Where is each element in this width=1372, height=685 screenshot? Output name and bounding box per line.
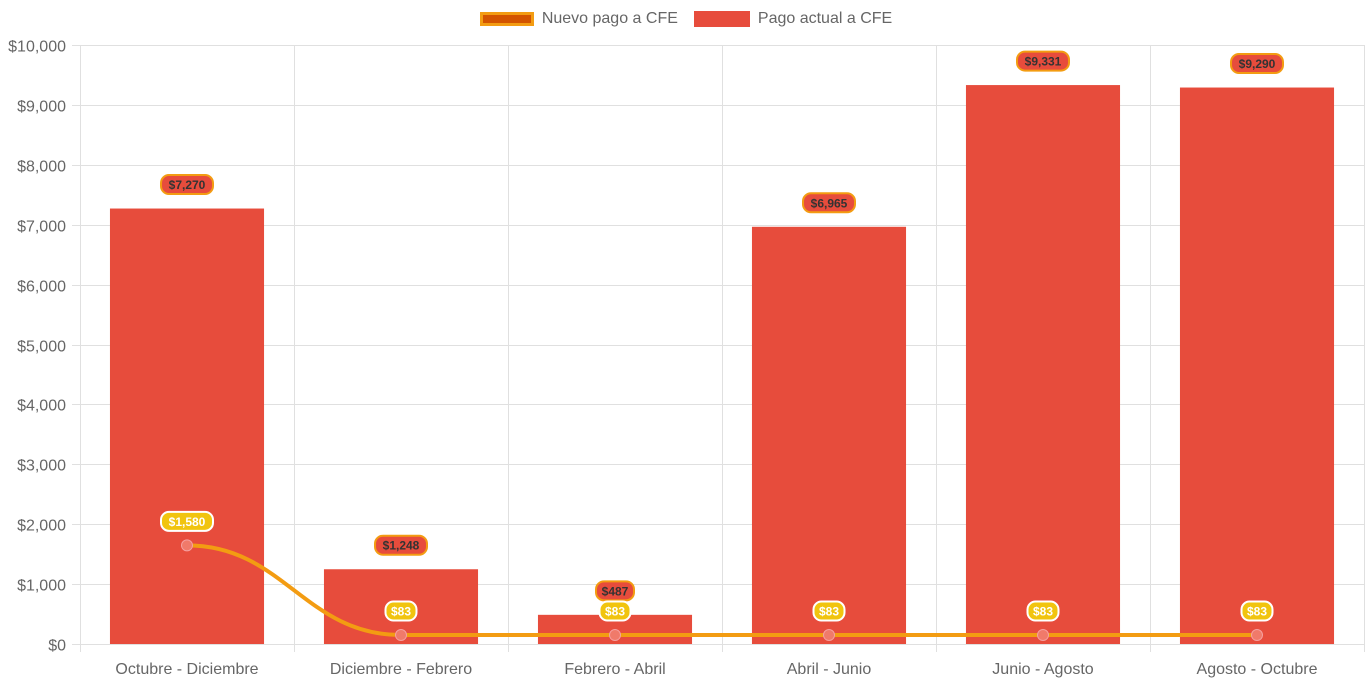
line-point (395, 629, 407, 642)
line-value-label-bg (1240, 600, 1274, 622)
legend-swatch-line (479, 12, 534, 26)
bar (1179, 87, 1335, 645)
legend-label-nuevo-pago: Nuevo pago a CFE (541, 10, 678, 27)
line-value-label: $83 (1247, 605, 1267, 619)
bar-value-label: $7,270 (169, 178, 206, 192)
x-tick-label: Junio - Agosto (992, 661, 1094, 678)
bar-value-label-bg (595, 580, 635, 602)
line-point (1037, 629, 1049, 642)
line-value-label-bg (384, 600, 418, 622)
legend-label-pago-actual: Pago actual a CFE (757, 10, 893, 27)
bar-value-label: $487 (602, 584, 629, 598)
x-tick-label: Octubre - Diciembre (115, 661, 258, 678)
y-tick-label: $8,000 (17, 159, 66, 176)
line-value-label: $83 (391, 605, 411, 619)
bar-value-label-bg (160, 174, 214, 196)
line-value-label-bg (1026, 600, 1060, 622)
legend-item-pago-actual[interactable]: Pago actual a CFE (693, 10, 893, 28)
legend: Nuevo pago a CFE Pago actual a CFE (0, 10, 1372, 28)
y-tick-label: $10,000 (8, 39, 66, 56)
bar-value-label-bg (1016, 50, 1070, 72)
line-point (181, 539, 193, 552)
y-tick-label: $5,000 (17, 339, 66, 356)
y-tick-label: $7,000 (17, 219, 66, 236)
bar-value-label-bg (374, 534, 428, 556)
bar-value-label: $1,248 (383, 539, 420, 553)
line-value-label: $1,580 (169, 515, 206, 529)
y-tick-label: $9,000 (17, 99, 66, 116)
y-tick-label: $1,000 (17, 578, 66, 595)
line-value-label: $83 (1033, 605, 1053, 619)
bar (965, 85, 1121, 644)
x-tick-label: Febrero - Abril (564, 661, 665, 678)
legend-swatch-bar (693, 11, 750, 27)
bar-value-label: $9,331 (1025, 55, 1062, 69)
line-value-label-bg (598, 600, 632, 622)
y-tick-label: $0 (48, 638, 66, 655)
y-tick-label: $3,000 (17, 458, 66, 475)
line-value-label-bg (160, 510, 214, 532)
line-series (186, 543, 1257, 638)
legend-item-nuevo-pago[interactable]: Nuevo pago a CFE (479, 10, 678, 28)
line-value-label: $83 (819, 605, 839, 619)
line-point (823, 629, 835, 642)
x-tick-label: Diciembre - Febrero (330, 661, 472, 678)
bar-value-label-bg (1230, 53, 1284, 75)
bar-value-label-bg (802, 192, 856, 214)
y-tick-label: $6,000 (17, 279, 66, 296)
bar (751, 226, 907, 644)
bar-value-label: $9,290 (1239, 57, 1276, 71)
line-point (1251, 629, 1263, 642)
y-tick-label: $2,000 (17, 518, 66, 535)
bar-value-label: $6,965 (811, 196, 848, 210)
line-point (609, 629, 621, 642)
y-tick-label: $4,000 (17, 398, 66, 415)
x-tick-label: Abril - Junio (787, 661, 872, 678)
bar (109, 208, 265, 645)
x-tick-label: Agosto - Octubre (1197, 661, 1318, 678)
line-value-label: $83 (605, 605, 625, 619)
line-value-label-bg (812, 600, 846, 622)
